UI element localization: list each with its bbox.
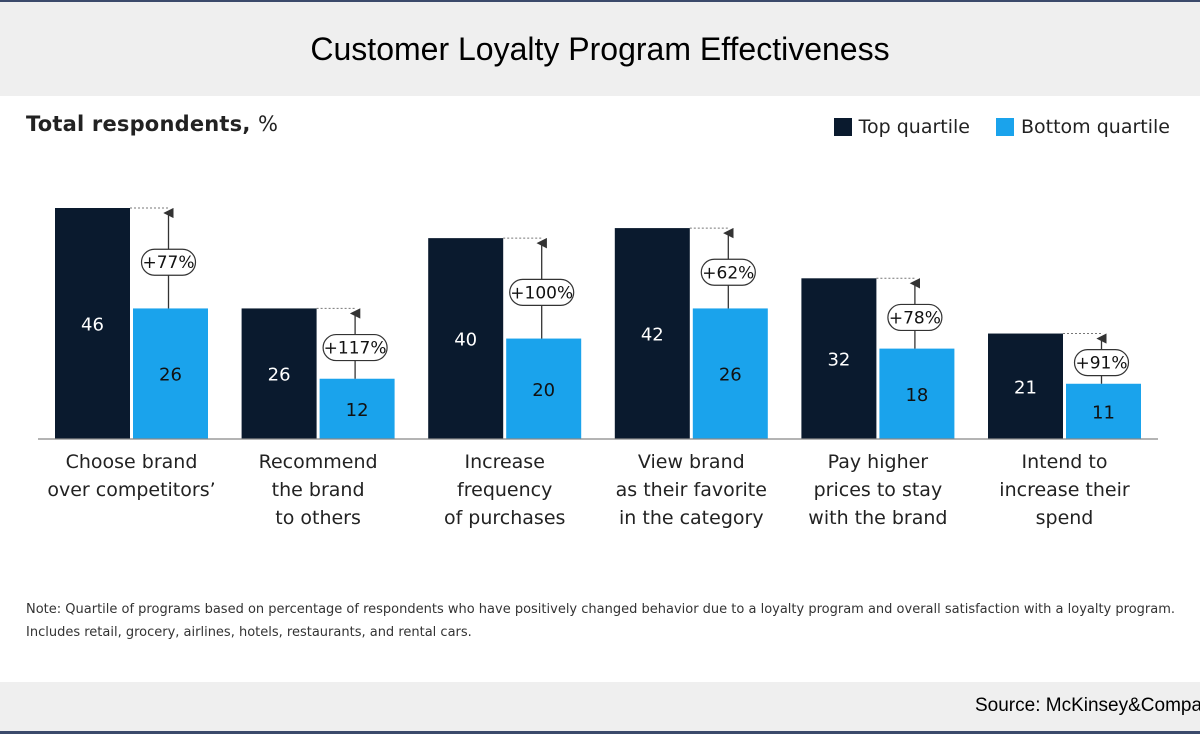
category-label: View brand (638, 451, 745, 473)
uplift-badge (1073, 349, 1130, 377)
subtitle-unit: % (258, 112, 279, 136)
bottom-border (0, 731, 1200, 734)
source-band: Source: McKinsey&Company (0, 682, 1200, 731)
uplift-label: +62% (702, 263, 754, 283)
data-label-top-quartile: 46 (81, 315, 104, 336)
category-label: as their favorite (616, 479, 767, 501)
data-label-bottom-quartile: 18 (905, 385, 928, 406)
top-border (0, 0, 1200, 2)
uplift-label: +78% (889, 308, 941, 328)
data-label-bottom-quartile: 20 (532, 380, 555, 401)
data-label-top-quartile: 40 (454, 330, 477, 351)
subtitle-text: Total respondents, (26, 112, 251, 136)
legend-item-bottom-quartile: Bottom quartile (996, 116, 1170, 138)
data-label-bottom-quartile: 12 (346, 400, 369, 421)
category-label: prices to stay (814, 479, 943, 501)
bar-bottom-quartile (1066, 383, 1141, 439)
bar-top-quartile (801, 278, 877, 439)
data-label-top-quartile: 21 (1014, 377, 1037, 398)
bar-bottom-quartile (506, 338, 582, 439)
uplift-badge (887, 303, 943, 332)
bar-top-quartile (614, 228, 690, 439)
bar-top-quartile (428, 238, 504, 439)
bar-bottom-quartile (692, 308, 768, 439)
legend-label-top-quartile: Top quartile (858, 116, 970, 138)
category-label: the brand (272, 479, 365, 501)
uplift-badge (700, 258, 756, 286)
legend: Top quartile Bottom quartile (808, 116, 1170, 138)
chart-title: Customer Loyalty Program Effectiveness (310, 30, 890, 67)
footnote: Note: Quartile of programs based on perc… (26, 602, 1176, 640)
uplift-badge (509, 278, 575, 306)
bar-top-quartile (55, 208, 130, 439)
category-label: with the brand (808, 507, 947, 529)
uplift-label: +91% (1075, 354, 1127, 374)
uplift-badge (322, 333, 388, 362)
legend-label-bottom-quartile: Bottom quartile (1021, 116, 1170, 138)
bar-chart: 46 26 +77% Choose brand over competitors’ 26 1… (38, 207, 1158, 529)
data-label-bottom-quartile: 11 (1092, 402, 1115, 423)
category-label: to others (275, 507, 361, 529)
category-label: in the category (619, 507, 764, 529)
source-credit: Source: McKinsey&Company (975, 695, 1200, 716)
category-label: Increase (464, 451, 544, 473)
bar-bottom-quartile (133, 308, 208, 439)
data-label-top-quartile: 42 (641, 325, 664, 346)
bar-top-quartile (988, 333, 1063, 439)
uplift-badge (140, 248, 197, 276)
category-label: of purchases (444, 507, 565, 529)
data-label-bottom-quartile: 26 (159, 365, 182, 386)
category-label: over competitors’ (47, 479, 215, 501)
legend-item-top-quartile: Top quartile (833, 116, 970, 138)
category-label: spend (1036, 507, 1094, 529)
uplift-label: +100% (510, 283, 573, 303)
uplift-label: +77% (142, 253, 194, 273)
category-label: frequency (457, 479, 552, 501)
data-label-top-quartile: 32 (827, 350, 850, 371)
legend-swatch-bottom-quartile (996, 118, 1014, 136)
bar-bottom-quartile (879, 348, 955, 439)
bar-top-quartile (241, 308, 317, 439)
bar-bottom-quartile (319, 378, 395, 439)
category-label: Pay higher (828, 451, 929, 473)
legend-swatch-top-quartile (833, 118, 852, 136)
category-label: Recommend (259, 451, 378, 473)
uplift-label: +117% (324, 339, 387, 359)
category-label: increase their (999, 479, 1130, 501)
category-label: Intend to (1021, 451, 1107, 473)
chart-subtitle: Total respondents, % (26, 112, 278, 136)
data-label-bottom-quartile: 26 (719, 365, 742, 386)
category-label: Choose brand (66, 451, 198, 473)
title-band: Customer Loyalty Program Effectiveness (0, 2, 1200, 96)
data-label-top-quartile: 26 (268, 365, 291, 386)
